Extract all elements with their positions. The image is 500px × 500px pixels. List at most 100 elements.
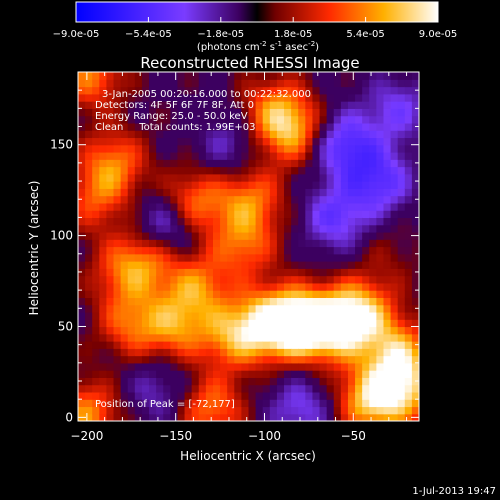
heatmap-cell: [376, 231, 385, 240]
heatmap-cell: [262, 333, 271, 342]
heatmap-cell: [191, 210, 200, 219]
heatmap-cell: [397, 224, 406, 233]
heatmap-cell: [248, 290, 257, 298]
heatmap-cell: [305, 384, 314, 393]
heatmap-cell: [312, 377, 321, 386]
heatmap-cell: [376, 239, 385, 248]
heatmap-cell: [127, 195, 136, 204]
heatmap-cell: [269, 144, 278, 153]
heatmap-cell: [177, 391, 186, 400]
heatmap-cell: [376, 224, 385, 233]
heatmap-cell: [411, 282, 419, 291]
heatmap-cell: [78, 275, 86, 284]
heatmap-cell: [269, 261, 278, 269]
heatmap-cell: [241, 348, 250, 357]
heatmap-cell: [269, 166, 278, 175]
heatmap-cell: [113, 188, 122, 197]
heatmap-cell: [333, 108, 342, 117]
heatmap-cell: [227, 275, 235, 284]
heatmap-cell: [397, 130, 406, 139]
heatmap-cell: [170, 297, 179, 306]
heatmap-cell: [191, 231, 200, 240]
heatmap-cell: [234, 86, 242, 95]
heatmap-cell: [383, 384, 392, 393]
heatmap-cell: [262, 173, 271, 182]
heatmap-cell: [170, 93, 179, 102]
heatmap-cell: [326, 144, 335, 153]
heatmap-cell: [191, 144, 200, 153]
heatmap-cell: [220, 202, 228, 211]
heatmap-cell: [241, 79, 250, 88]
heatmap-cell: [134, 159, 143, 168]
heatmap-cell: [141, 181, 150, 189]
heatmap-cell: [291, 268, 299, 277]
heatmap-cell: [220, 355, 228, 364]
heatmap-cell: [170, 166, 179, 175]
heatmap-cell: [255, 210, 264, 219]
heatmap-cell: [163, 159, 171, 168]
heatmap-cell: [78, 362, 86, 371]
heatmap-cell: [156, 377, 164, 386]
heatmap-cell: [248, 181, 257, 189]
heatmap-cell: [262, 159, 271, 168]
heatmap-cell: [369, 72, 377, 80]
heatmap-cell: [305, 362, 314, 371]
heatmap-cell: [390, 297, 399, 306]
heatmap-cell: [141, 202, 150, 211]
heatmap-cell: [369, 210, 377, 219]
heatmap-cell: [212, 122, 221, 131]
heatmap-cell: [355, 326, 363, 335]
heatmap-cell: [170, 341, 179, 349]
heatmap-cell: [326, 224, 335, 233]
heatmap-cell: [355, 210, 363, 219]
heatmap-cell: [390, 217, 399, 226]
heatmap-cell: [163, 217, 171, 226]
heatmap-cell: [383, 188, 392, 197]
heatmap-cell: [99, 195, 108, 204]
heatmap-cell: [298, 108, 306, 117]
heatmap-cell: [149, 115, 157, 124]
heatmap-cell: [99, 181, 108, 189]
heatmap-cell: [269, 188, 278, 197]
heatmap-cell: [262, 246, 271, 255]
heatmap-cell: [347, 144, 356, 153]
heatmap-cell: [184, 413, 193, 421]
heatmap-cell: [383, 377, 392, 386]
heatmap-cell: [397, 304, 406, 313]
heatmap-cell: [78, 108, 86, 117]
heatmap-cell: [255, 217, 264, 226]
heatmap-cell: [248, 151, 257, 160]
heatmap-cell: [390, 370, 399, 378]
heatmap-cell: [248, 399, 257, 408]
heatmap-cell: [397, 181, 406, 189]
heatmap-cell: [212, 202, 221, 211]
heatmap-cell: [312, 181, 321, 189]
heatmap-cell: [347, 166, 356, 175]
heatmap-cell: [149, 399, 157, 408]
heatmap-cell: [326, 108, 335, 117]
heatmap-cell: [170, 101, 179, 109]
heatmap-cell: [333, 181, 342, 189]
heatmap-cell: [390, 202, 399, 211]
heatmap-cell: [248, 231, 257, 240]
heatmap-cell: [276, 399, 285, 408]
heatmap-cell: [99, 355, 108, 364]
heatmap-cell: [319, 304, 328, 313]
heatmap-cell: [177, 224, 186, 233]
heatmap-cell: [411, 406, 419, 415]
heatmap-cell: [92, 122, 100, 131]
heatmap-cell: [291, 391, 299, 400]
heatmap-cell: [355, 319, 363, 328]
heatmap-cell: [106, 217, 115, 226]
heatmap-cell: [227, 362, 235, 371]
heatmap-cell: [255, 377, 264, 386]
heatmap-cell: [255, 355, 264, 364]
heatmap-cell: [319, 326, 328, 335]
heatmap-cell: [234, 101, 242, 109]
heatmap-cell: [298, 355, 306, 364]
heatmap-cell: [170, 224, 179, 233]
heatmap-cell: [355, 144, 363, 153]
heatmap-cell: [269, 202, 278, 211]
